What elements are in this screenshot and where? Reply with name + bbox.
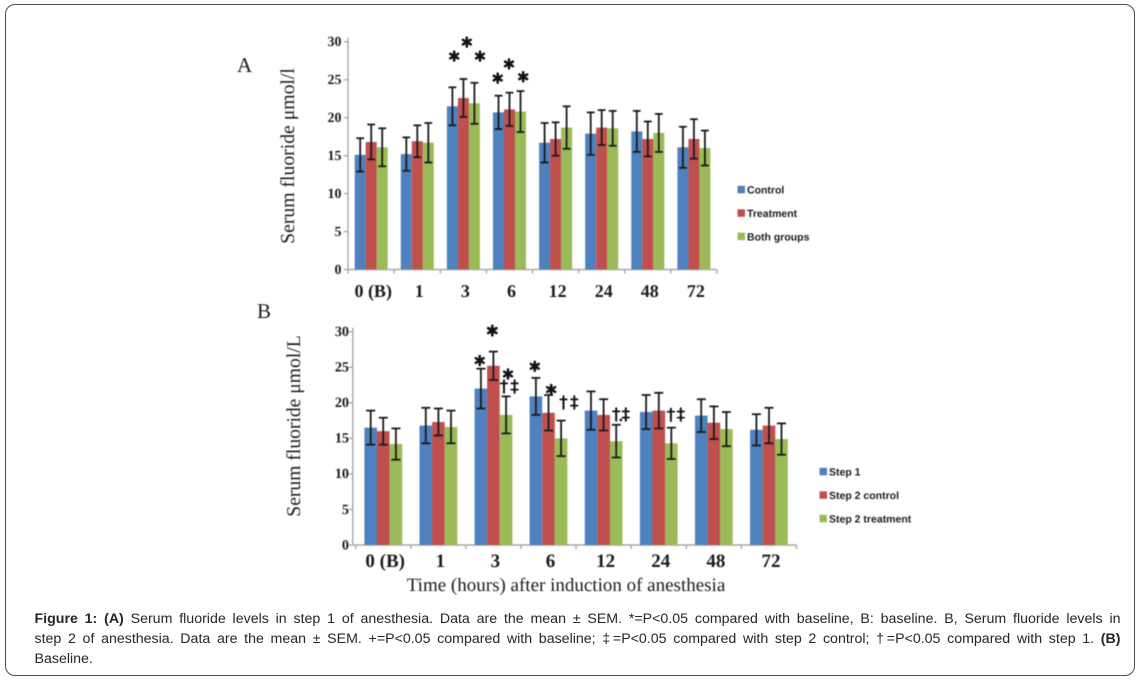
svg-text:0 (B): 0 (B) xyxy=(354,281,392,301)
svg-text:72: 72 xyxy=(687,281,705,301)
svg-text:1: 1 xyxy=(415,281,424,301)
svg-text:1: 1 xyxy=(436,551,446,572)
svg-text:Both groups: Both groups xyxy=(747,231,810,243)
svg-text:0: 0 xyxy=(335,263,342,278)
svg-text:10: 10 xyxy=(335,466,349,482)
svg-text:0 (B): 0 (B) xyxy=(365,551,405,572)
svg-text:25: 25 xyxy=(328,73,342,88)
svg-text:Step 2 control: Step 2 control xyxy=(829,490,899,502)
svg-text:Serum fluoride μmol/L: Serum fluoride μmol/L xyxy=(284,335,305,516)
svg-text:24: 24 xyxy=(651,551,671,572)
svg-text:Serum fluoride μmol/l: Serum fluoride μmol/l xyxy=(277,68,299,244)
svg-text:48: 48 xyxy=(706,551,725,572)
svg-text:Control: Control xyxy=(747,185,784,197)
svg-text:Time (hours) after induction o: Time (hours) after induction of anesthes… xyxy=(407,575,726,596)
svg-text:12: 12 xyxy=(596,551,615,572)
svg-text:25: 25 xyxy=(335,360,349,376)
svg-text:Step 1: Step 1 xyxy=(829,467,861,479)
svg-text:6: 6 xyxy=(546,551,556,572)
svg-text:0: 0 xyxy=(342,537,349,553)
svg-text:30: 30 xyxy=(328,35,342,50)
svg-text:5: 5 xyxy=(342,502,349,518)
svg-text:10: 10 xyxy=(328,187,342,202)
svg-text:24: 24 xyxy=(595,281,613,301)
svg-text:6: 6 xyxy=(507,281,516,301)
svg-text:15: 15 xyxy=(335,431,349,447)
svg-text:12: 12 xyxy=(549,281,567,301)
svg-text:3: 3 xyxy=(461,281,470,301)
svg-text:15: 15 xyxy=(328,149,342,164)
svg-text:48: 48 xyxy=(641,281,659,301)
svg-text:30: 30 xyxy=(335,324,349,340)
svg-text:A: A xyxy=(237,53,253,77)
svg-text:B: B xyxy=(257,299,271,323)
svg-text:20: 20 xyxy=(335,395,349,411)
svg-text:Step 2 treatment: Step 2 treatment xyxy=(829,514,912,526)
svg-text:5: 5 xyxy=(335,225,342,240)
svg-text:72: 72 xyxy=(762,551,781,572)
svg-text:3: 3 xyxy=(491,551,501,572)
svg-text:Treatment: Treatment xyxy=(747,208,798,220)
svg-text:20: 20 xyxy=(328,111,342,126)
